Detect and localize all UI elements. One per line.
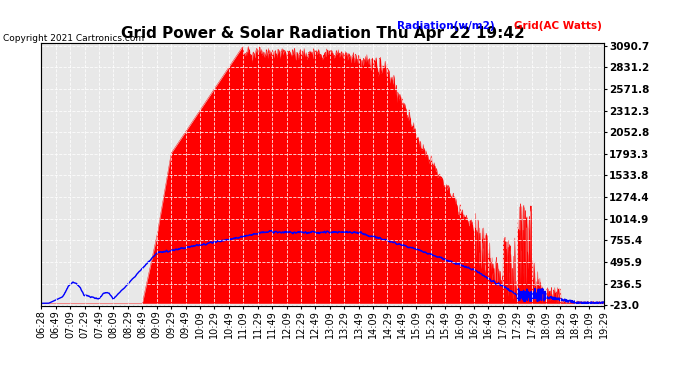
- Title: Grid Power & Solar Radiation Thu Apr 22 19:42: Grid Power & Solar Radiation Thu Apr 22 …: [121, 26, 524, 40]
- Text: Copyright 2021 Cartronics.com: Copyright 2021 Cartronics.com: [3, 34, 145, 43]
- Text: Grid(AC Watts): Grid(AC Watts): [514, 21, 602, 31]
- Text: Radiation(w/m2): Radiation(w/m2): [397, 21, 494, 31]
